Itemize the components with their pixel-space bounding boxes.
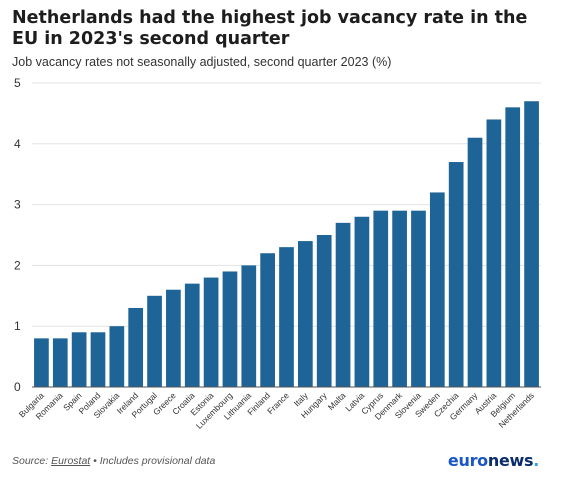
bar — [109, 326, 125, 387]
bar — [373, 210, 389, 387]
logo-part-euro: euro — [447, 451, 488, 470]
y-tick-label: 4 — [14, 137, 21, 151]
y-tick-label: 3 — [14, 198, 21, 212]
source-note: Source: Eurostat • Includes provisional … — [12, 455, 215, 467]
bar — [524, 101, 539, 388]
bar — [354, 216, 370, 387]
bar — [184, 283, 200, 387]
bar — [411, 210, 426, 387]
chart-title: Netherlands had the highest job vacancy … — [12, 8, 528, 49]
bar — [335, 222, 351, 387]
logo-part-news: news — [487, 451, 534, 470]
euronews-logo: euronews. — [448, 451, 539, 470]
bar — [260, 253, 276, 387]
logo-dot: . — [533, 451, 539, 470]
bar — [203, 277, 219, 387]
source-prefix: Source: — [12, 455, 52, 467]
source-provisional-note: • Includes provisional data — [90, 455, 216, 467]
bar — [316, 235, 332, 387]
y-tick-label: 1 — [14, 319, 21, 333]
bar — [128, 307, 144, 387]
bar-chart: 012345BulgariaRomaniaSpainPolandSlovakia… — [14, 76, 541, 431]
bar — [505, 107, 521, 387]
bar — [241, 265, 257, 387]
y-tick-label: 0 — [14, 380, 21, 394]
source-link[interactable]: Eurostat — [51, 455, 91, 467]
chart-subtitle: Job vacancy rates not seasonally adjuste… — [12, 55, 392, 69]
y-tick-label: 2 — [14, 258, 21, 272]
bar — [166, 289, 181, 387]
bar — [90, 332, 106, 387]
bar — [467, 137, 483, 387]
y-tick-label: 5 — [14, 76, 21, 90]
bar — [429, 192, 445, 387]
x-tick-label: France — [265, 390, 291, 416]
bar — [297, 241, 313, 387]
bar — [71, 332, 87, 387]
bar — [222, 271, 238, 387]
bar — [147, 295, 162, 387]
bar — [279, 247, 294, 387]
bar — [34, 338, 49, 387]
bar — [486, 119, 502, 387]
bar — [392, 210, 407, 387]
bar — [52, 338, 68, 387]
bar — [448, 162, 464, 387]
